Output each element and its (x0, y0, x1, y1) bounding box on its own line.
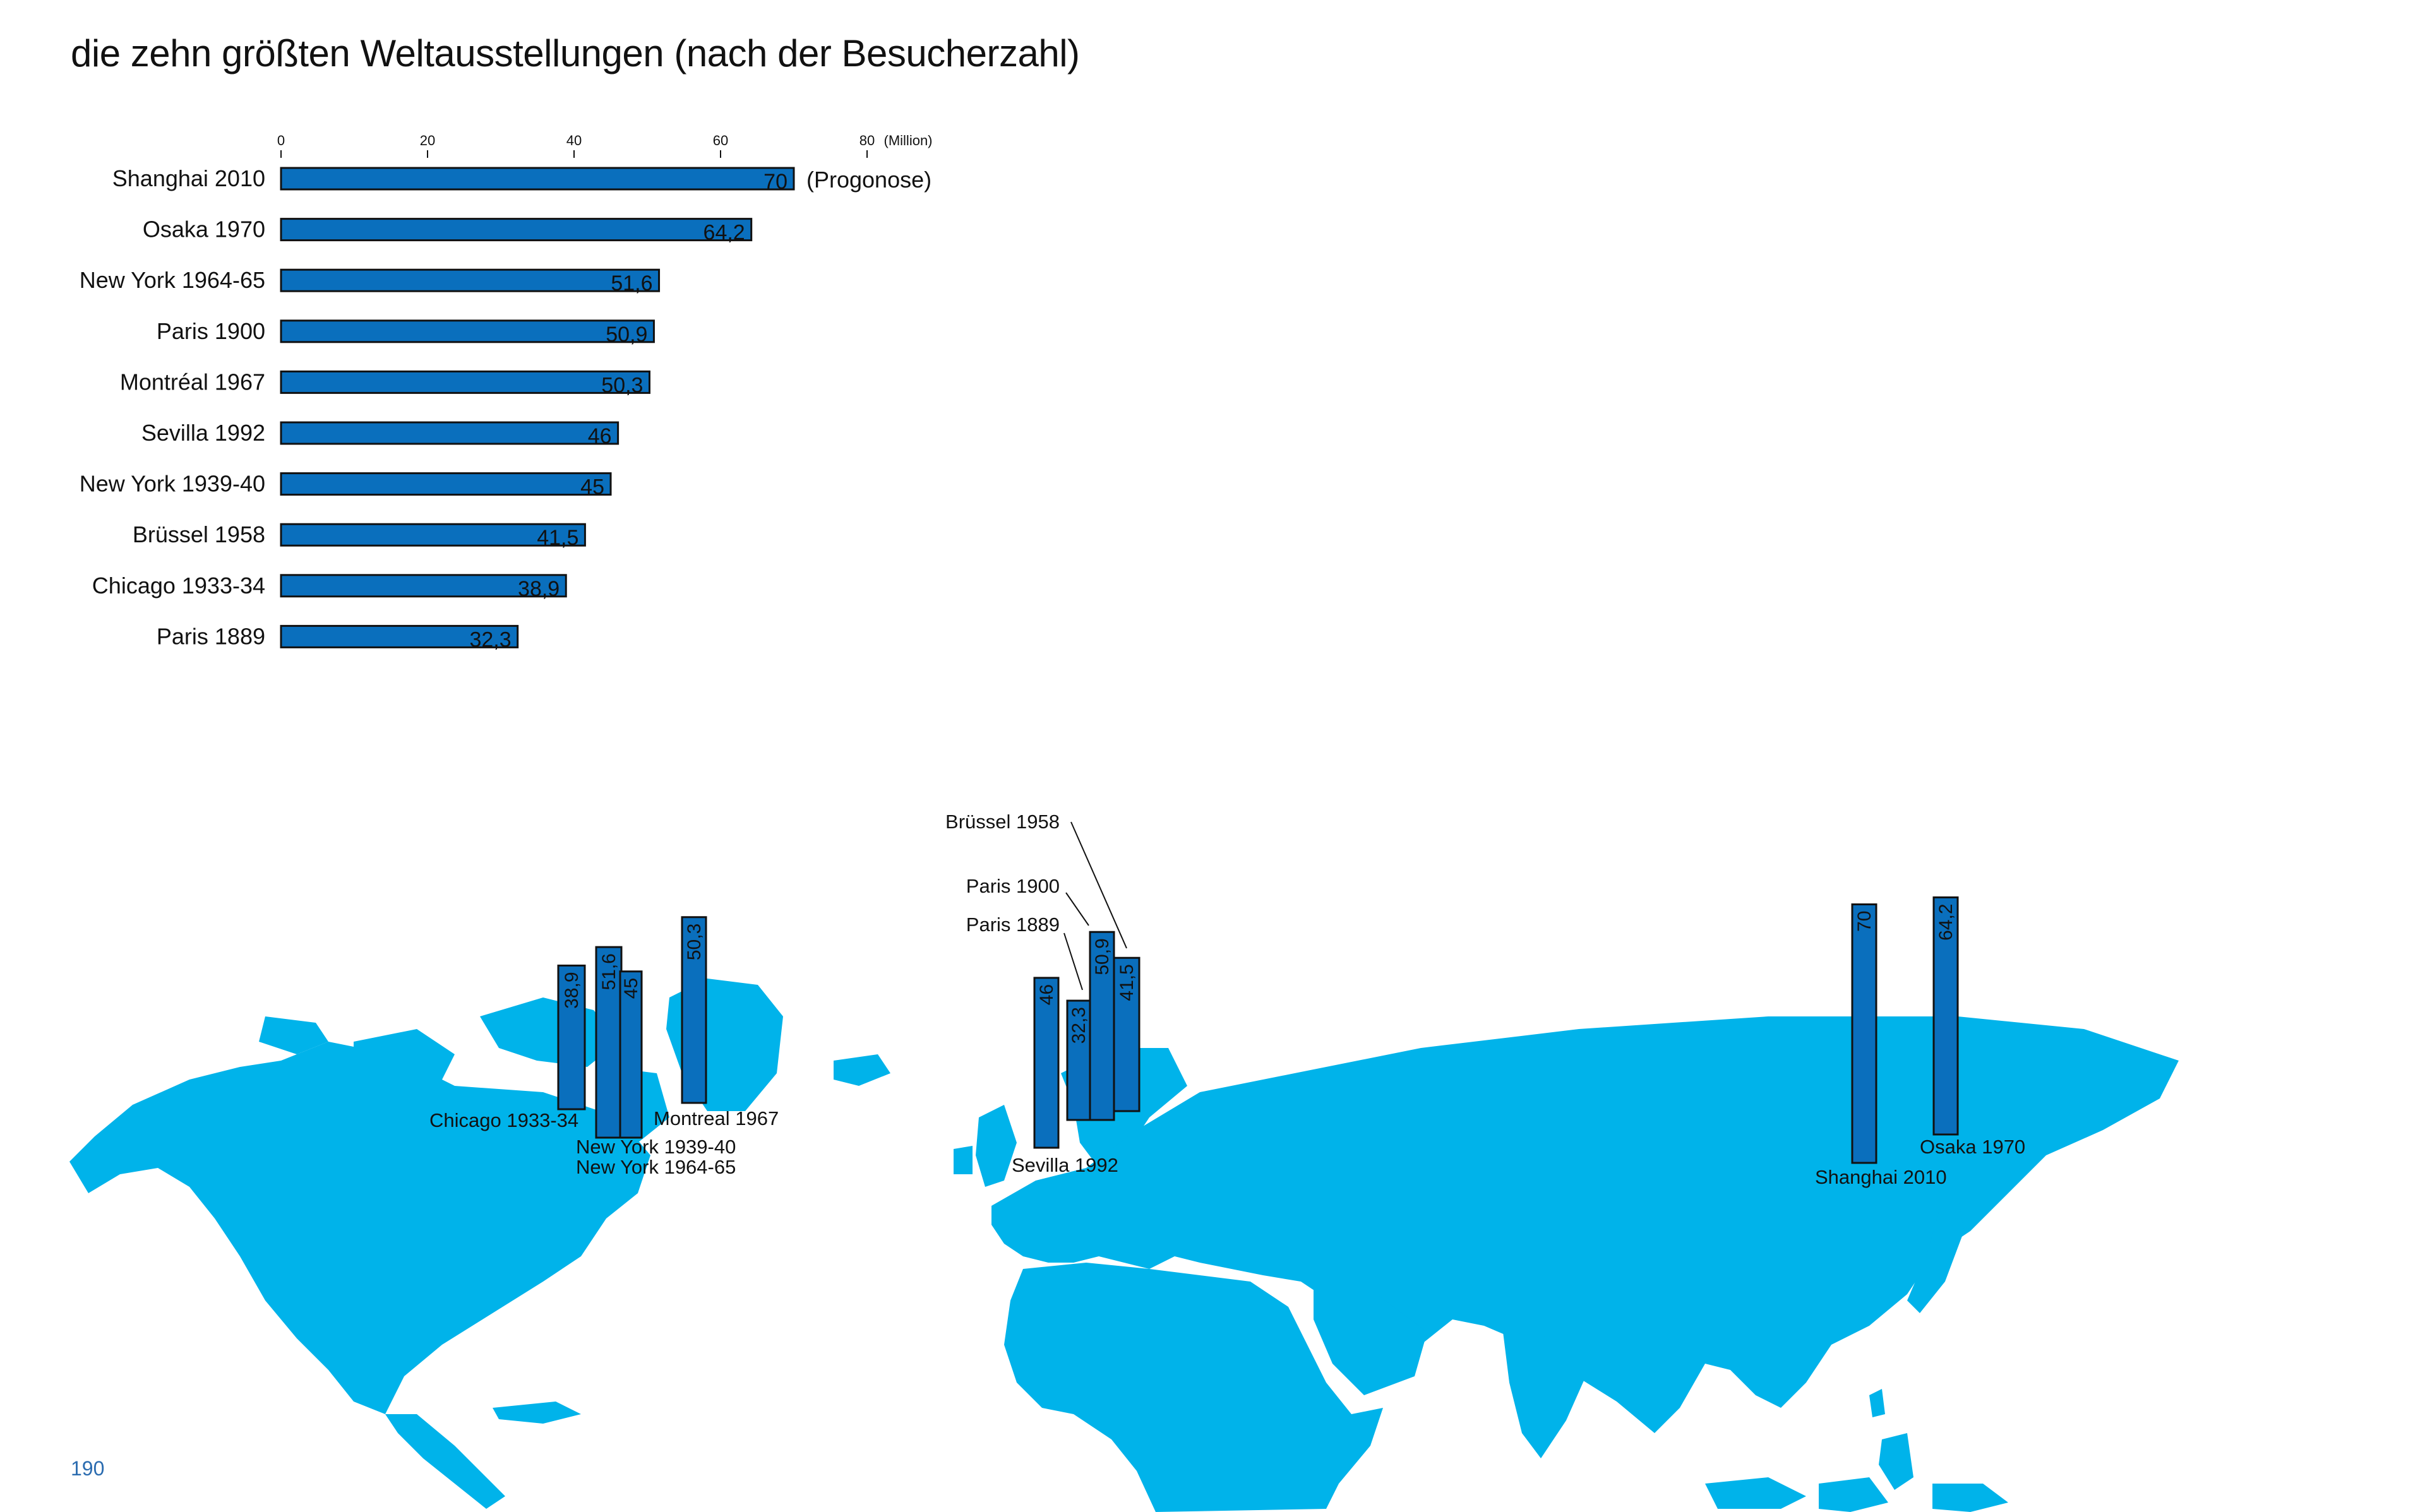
category-label: Chicago 1933-34 (92, 573, 265, 598)
value-label: 50,3 (601, 373, 643, 397)
map-column (619, 970, 643, 1139)
category-label: Osaka 1970 (143, 217, 265, 242)
category-label: Paris 1900 (157, 318, 265, 344)
bar (280, 218, 753, 242)
map-column-value: 41,5 (1117, 964, 1137, 1001)
map-column-value: 38,9 (561, 972, 582, 1008)
page-title: die zehn größten Weltausstellungen (nach… (71, 32, 1080, 74)
value-label: 32,3 (469, 628, 511, 652)
map-column-value: 50,3 (684, 924, 705, 960)
map-column (1113, 956, 1141, 1112)
map-column-label: New York 1939-40 (576, 1136, 736, 1158)
map-column-label: Sevilla 1992 (1012, 1154, 1118, 1176)
value-label: 41,5 (537, 526, 578, 550)
map-column-label: Montreal 1967 (654, 1107, 779, 1129)
map-column (1033, 977, 1060, 1149)
category-label: Paris 1889 (157, 623, 265, 649)
category-label: New York 1939-40 (80, 471, 265, 497)
x-tick-label: 0 (277, 133, 285, 148)
map-column (681, 916, 707, 1104)
value-label: 45 (580, 475, 604, 499)
map-column (557, 964, 586, 1110)
map-column-value: 45 (621, 978, 642, 999)
map-column-label: New York 1964-65 (576, 1156, 736, 1178)
leader-line (1070, 821, 1127, 949)
x-tick-label: 80 (859, 133, 875, 148)
value-label: 46 (588, 424, 612, 448)
leader-line (1065, 892, 1089, 926)
value-label: 38,9 (518, 577, 560, 601)
world-map-chart: 38,9 51,6 45 50,3 46 32,3 50,941,5 70 64,2 Chicag… (69, 811, 2179, 1512)
annotation: (Progonose) (806, 167, 931, 193)
category-label: New York 1964-65 (80, 267, 265, 293)
map-column (1066, 999, 1091, 1121)
map-column-label: Osaka 1970 (1920, 1136, 2025, 1158)
bar (280, 167, 795, 191)
bar (280, 370, 650, 394)
category-label: Montréal 1967 (120, 369, 265, 395)
bar-chart: 0 20 40 60 80 (Million) Shanghai 2010 70 (Progon… (80, 133, 933, 652)
value-label: 64,2 (704, 221, 745, 245)
map-column-value: 70 (1854, 911, 1875, 932)
bar (280, 421, 620, 445)
map-column (1089, 931, 1115, 1121)
x-tick-label: 40 (566, 133, 582, 148)
map-column-value: 50,9 (1092, 938, 1113, 975)
bar (280, 268, 661, 292)
map-column-value: 46 (1036, 984, 1057, 1005)
map-columns: 38,9 51,6 45 50,3 46 32,3 50,941,5 70 64,2 Chicag… (429, 811, 2025, 1188)
map-column-label: Chicago 1933-34 (429, 1109, 578, 1131)
category-label: Shanghai 2010 (112, 165, 265, 191)
leader-line (1063, 932, 1083, 991)
map-column (1851, 903, 1877, 1164)
map-column-label: Paris 1900 (966, 875, 1060, 897)
map-column (1932, 896, 1959, 1136)
map-column-value: 32,3 (1069, 1007, 1089, 1044)
category-label: Brüssel 1958 (133, 521, 265, 547)
map-column-value: 51,6 (599, 953, 620, 990)
bar (280, 574, 567, 598)
map-column (595, 946, 623, 1139)
value-label: 50,9 (606, 323, 647, 347)
category-label: Sevilla 1992 (141, 420, 265, 446)
x-tick-label: 60 (713, 133, 728, 148)
bar (280, 472, 612, 496)
map-column-value: 64,2 (1936, 903, 1956, 940)
page-number: 190 (71, 1457, 105, 1480)
axis-unit-label: (Million) (884, 133, 933, 148)
world-map (69, 979, 2179, 1512)
x-tick-label: 20 (420, 133, 435, 148)
map-column-label: Shanghai 2010 (1815, 1166, 1947, 1188)
map-column-label: Paris 1889 (966, 914, 1060, 936)
bar (280, 319, 655, 343)
value-label: 51,6 (611, 271, 652, 295)
bar (280, 523, 586, 547)
map-column-label: Brüssel 1958 (945, 811, 1060, 833)
bar (280, 624, 519, 648)
value-label: 70 (763, 170, 787, 194)
